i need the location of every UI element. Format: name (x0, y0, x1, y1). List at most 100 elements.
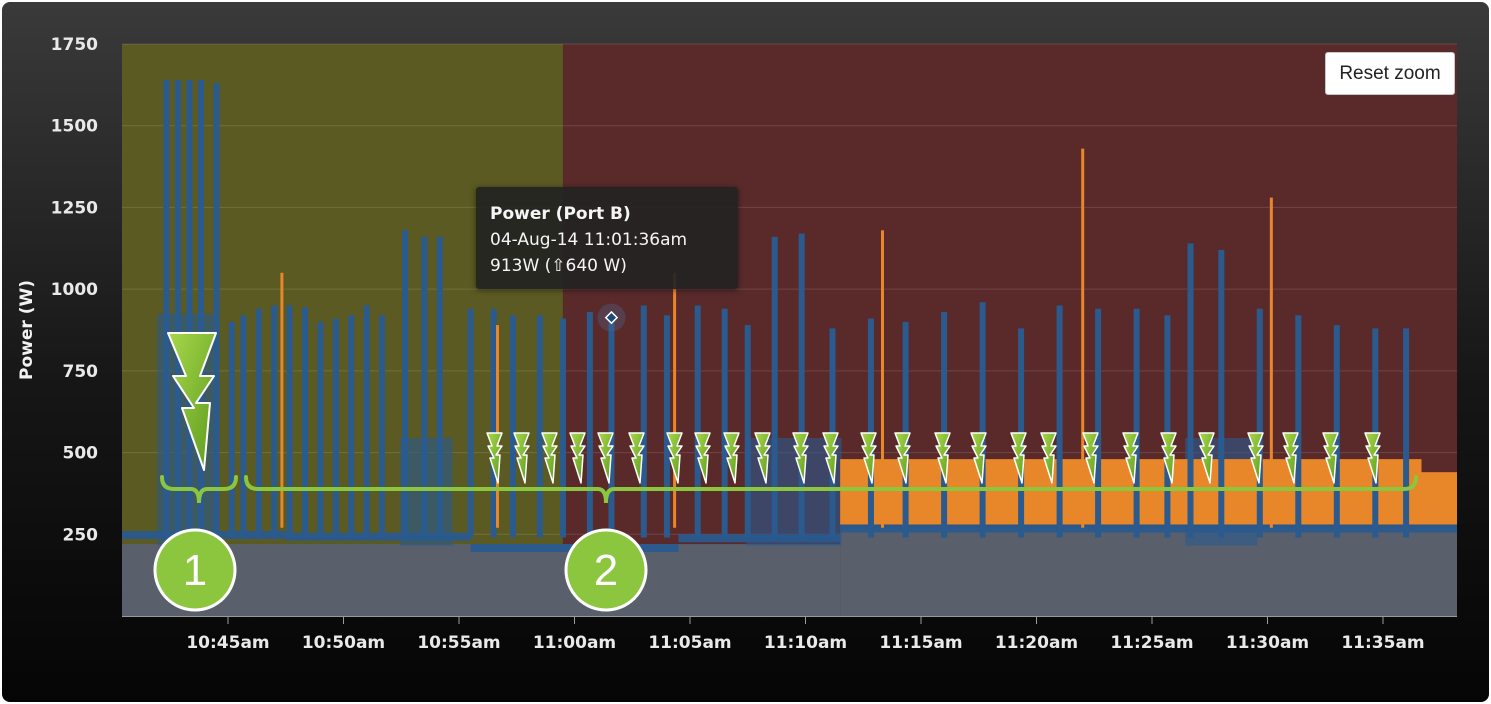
blue-spike (509, 315, 516, 538)
lightning-bolt-icon (970, 432, 987, 484)
lightning-bolt-icon (1160, 432, 1177, 484)
blue-spike (1133, 308, 1140, 538)
orange-spike (1081, 148, 1085, 528)
blue-spike (608, 317, 615, 538)
y-axis-label: Power (W) (17, 280, 37, 380)
bracket-1 (160, 475, 238, 504)
callout-number-2: 2 (594, 546, 618, 595)
blue-spike (467, 308, 474, 538)
x-tick-label: 11:15am (879, 633, 962, 653)
x-tick-label: 10:50am (302, 633, 385, 653)
lightning-bolt-icon (792, 432, 809, 484)
lightning-bolt-icon (1010, 432, 1027, 484)
blue-spike (255, 308, 262, 538)
orange-spike (496, 325, 499, 528)
y-tick-label: 1750 (51, 35, 98, 55)
blue-spike (744, 325, 751, 538)
blue-spike (694, 305, 701, 538)
tooltip: Power (Port B) 04-Aug-14 11:01:36am 913W… (476, 187, 738, 289)
y-tick-label: 1000 (51, 280, 98, 300)
blue-spike (198, 79, 205, 538)
hover-marker (604, 310, 619, 325)
lightning-bolt-icon (1040, 432, 1057, 484)
y-tick-label: 1250 (51, 198, 98, 218)
blue-spike (363, 305, 370, 538)
x-tick-label: 11:05am (648, 633, 731, 653)
x-tick-label: 11:35am (1341, 633, 1424, 653)
blue-spike (348, 315, 355, 538)
x-tick-label: 11:25am (1110, 633, 1193, 653)
blue-spike (586, 312, 593, 538)
lightning-bolt-icon (1282, 432, 1299, 484)
blue-spike (1403, 328, 1410, 538)
blue-spike (867, 318, 874, 538)
gray-area-segment (122, 544, 841, 616)
blue-base-line (840, 524, 1457, 533)
lightning-bolt-icon (860, 432, 877, 484)
lightning-bolt-icon (1247, 432, 1264, 484)
y-tick-label: 1500 (51, 117, 98, 137)
callout-number-1: 1 (183, 546, 207, 595)
blue-spike (271, 305, 278, 538)
blue-spike (798, 233, 805, 538)
blue-spike (240, 315, 247, 538)
lightning-bolt-icon (1364, 432, 1381, 484)
lightning-bolt-icon (723, 432, 740, 484)
callout-circle-1 (153, 528, 237, 612)
tooltip-title: Power (Port B) (490, 204, 631, 224)
lightning-bolt-icon (1122, 432, 1139, 484)
lightning-bolt-icon (934, 432, 951, 484)
blue-spike (302, 307, 308, 538)
x-tick-label: 11:10am (764, 633, 847, 653)
blue-spike (421, 236, 428, 538)
x-tick-label: 11:00am (533, 633, 616, 653)
tooltip-value: 913W (⇧640 W) (490, 256, 627, 276)
blue-spike (1095, 308, 1102, 538)
lightning-bolt-icon (694, 432, 711, 484)
blue-spike (979, 302, 986, 538)
blue-spike (1187, 243, 1194, 538)
orange-spike (280, 272, 284, 528)
lightning-bolt-icon (569, 432, 586, 484)
orange-plateau (1421, 472, 1457, 525)
blue-spike (436, 236, 443, 538)
gray-area-segment (840, 527, 1457, 616)
blue-spike (163, 79, 170, 538)
y-tick-label: 750 (63, 362, 99, 382)
lightning-bolt-icon-large (167, 332, 217, 471)
blue-base-line (285, 532, 471, 541)
lightning-bolt-icon (822, 432, 839, 484)
x-tick-label: 10:45am (186, 633, 269, 653)
blue-spike (317, 321, 324, 538)
callout-circle-2 (564, 528, 648, 612)
lightning-bolt-icon (1082, 432, 1099, 484)
orange-spike (673, 272, 677, 528)
lightning-bolt-icon (1198, 432, 1215, 484)
x-tick-label: 11:20am (995, 633, 1078, 653)
x-tick-label: 10:55am (417, 633, 500, 653)
blue-spike (536, 315, 543, 538)
blue-spike (640, 305, 647, 538)
y-tick-label: 250 (63, 525, 99, 545)
lightning-bolt-icon (894, 432, 911, 484)
lightning-bolt-icon (597, 432, 614, 484)
tooltip-time: 04-Aug-14 11:01:36am (490, 230, 688, 250)
blue-spike (902, 321, 909, 538)
blue-spike (1056, 305, 1063, 538)
x-tick-label: 11:30am (1226, 633, 1309, 653)
blue-spike (771, 236, 778, 538)
lightning-bolt-icon (754, 432, 771, 484)
blue-spike (228, 321, 235, 538)
blue-spike (721, 308, 728, 538)
blue-spike (941, 312, 948, 538)
blue-spike (286, 305, 293, 538)
blue-spike (1256, 308, 1263, 538)
blue-spike (490, 308, 497, 538)
blue-spike (663, 315, 670, 538)
bracket-2 (244, 475, 1418, 504)
blue-spike (1333, 325, 1340, 538)
blue-spike (1164, 315, 1171, 538)
reset-zoom-button[interactable]: Reset zoom (1325, 52, 1455, 95)
lightning-bolt-icon (513, 432, 530, 484)
